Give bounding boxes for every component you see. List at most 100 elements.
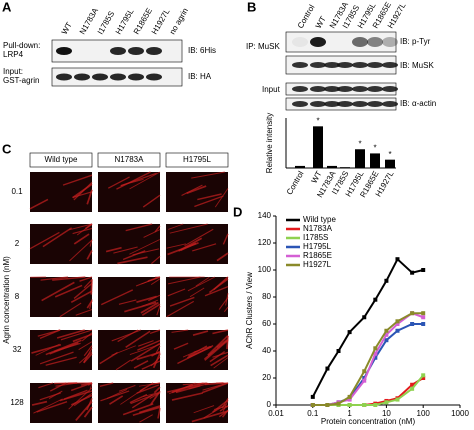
fiber [75,309,93,316]
label: H1927L [303,260,332,269]
fiber [204,339,229,361]
point [373,403,378,407]
point [373,355,378,360]
band [337,101,353,107]
column-header-box [165,152,229,168]
band [292,101,308,107]
label: 40 [262,346,271,355]
fiber [38,382,54,389]
band [310,101,326,107]
fiber [169,296,195,307]
fiber [78,341,93,351]
label: * [316,116,319,125]
fiber [132,248,160,256]
label: D [233,204,242,219]
fiber [87,382,93,386]
band [110,73,126,81]
fiber [221,409,229,418]
label: 10 [382,409,391,418]
point [395,319,400,324]
band [56,73,72,81]
fiber [212,351,229,358]
fiber [226,335,229,350]
point [373,297,378,302]
fiber [52,276,86,281]
fiber [129,393,148,404]
fiber [216,338,229,348]
bar [327,165,337,168]
fiber [79,351,93,364]
band [337,62,353,68]
fiber [122,250,146,261]
fiber [221,398,229,409]
label: Pull-down: [3,41,40,50]
series-line [312,312,424,406]
fiber [130,391,160,405]
point [373,351,378,356]
point [410,311,415,316]
label: 1000 [451,409,469,418]
point [347,394,352,399]
fiber [89,382,93,390]
fiber [189,287,205,298]
rotated-label: Control [285,169,306,196]
fiber [194,195,224,208]
label: 0.1 [11,187,23,196]
fiber [54,284,83,298]
fiber [129,239,160,255]
fiber [83,279,93,289]
band [367,37,383,47]
point [410,382,415,387]
fiber [207,335,229,356]
fiber [125,223,153,232]
fiber [182,382,208,386]
label: 128 [10,398,24,407]
fiber [204,382,224,386]
label: 32 [13,345,22,354]
fiber [139,414,153,423]
rotated-label: no agrin [168,7,190,37]
label: LRP4 [3,50,24,59]
fiber [45,339,82,356]
point [373,346,378,351]
fiber [150,278,161,285]
fiber [72,183,93,199]
point [347,403,352,407]
fiber [86,189,93,205]
fiber [166,243,187,249]
label: IB: p-Tyr [400,37,431,46]
fiber [45,356,77,366]
fiber [143,229,161,238]
fiber [72,227,93,235]
band [292,62,308,68]
fiber [100,289,134,306]
fiber [36,401,68,413]
fiber [210,354,229,367]
fiber [171,329,189,333]
fiber [147,276,161,282]
fiber [124,301,157,313]
micrograph [98,383,160,423]
label: Wild type [303,215,336,224]
fiber [29,231,60,250]
band [128,73,144,81]
fiber [136,295,157,304]
point [410,322,415,326]
fiber [192,330,209,337]
label: 0.1 [307,409,319,418]
fiber [142,392,158,398]
label: 8 [15,292,20,301]
micrograph [98,172,160,212]
band [352,62,368,68]
fiber [49,342,79,355]
band [367,101,383,107]
series-line [312,377,424,406]
fiber [73,233,90,245]
rotated-label: WT [60,21,74,36]
bar [370,153,380,168]
fiber [168,223,184,230]
band [128,47,144,55]
fiber [213,276,229,291]
point [310,403,315,407]
label: * [388,150,391,159]
